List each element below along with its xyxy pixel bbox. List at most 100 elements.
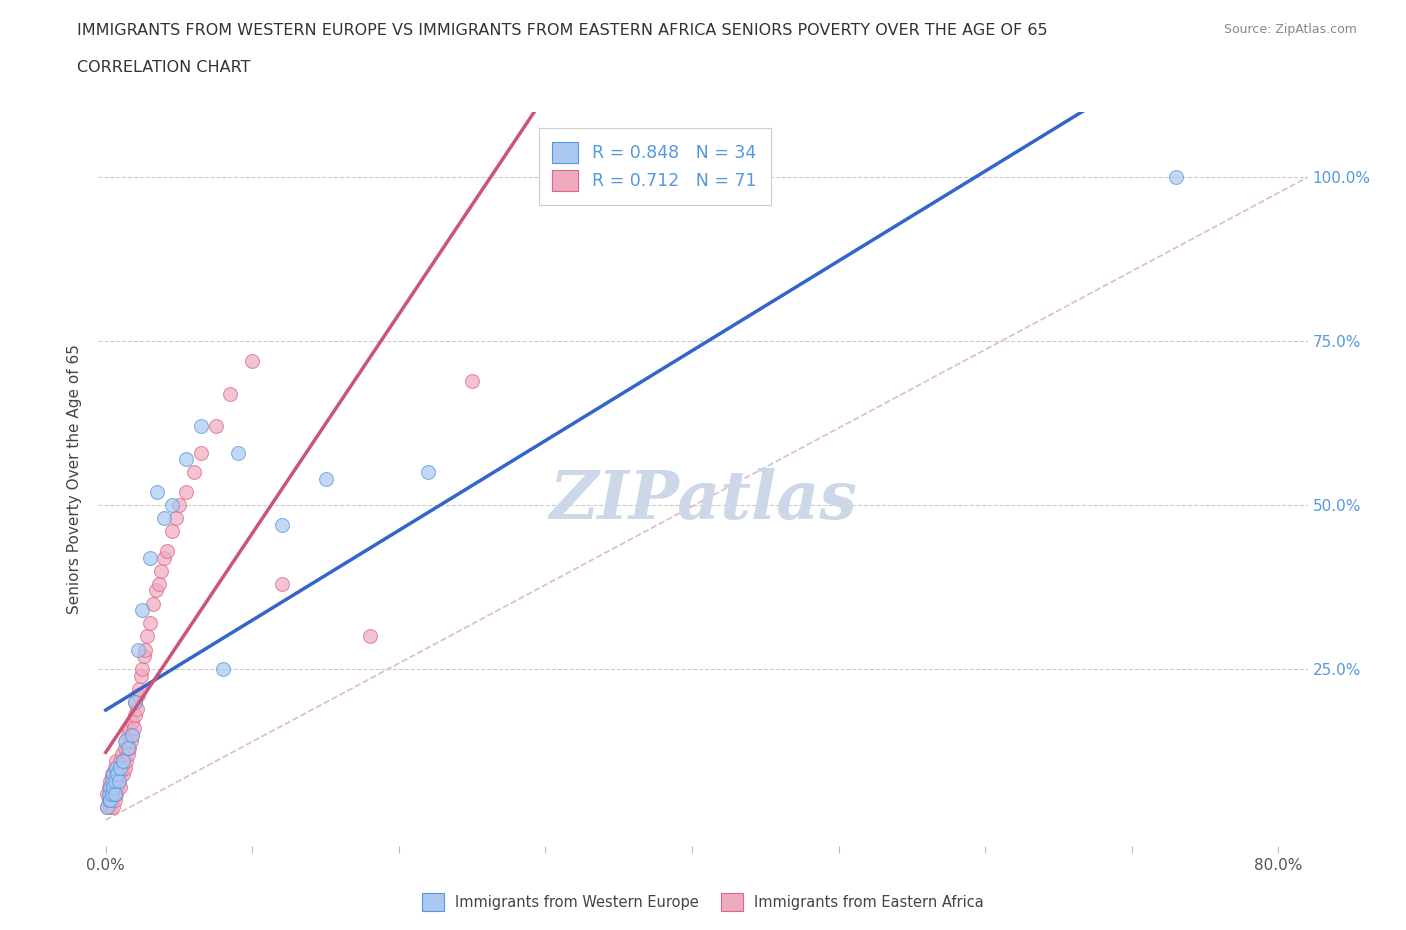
Point <box>124 708 146 723</box>
Point <box>97 787 120 802</box>
Point <box>107 766 129 781</box>
Point <box>131 662 153 677</box>
Point <box>96 800 118 815</box>
Point <box>138 551 160 565</box>
Text: ZIPatlas: ZIPatlas <box>550 469 856 534</box>
Point <box>315 472 337 486</box>
Point <box>120 734 142 749</box>
Point <box>129 669 152 684</box>
Point <box>134 642 156 657</box>
Legend: R = 0.848   N = 34, R = 0.712   N = 71: R = 0.848 N = 34, R = 0.712 N = 71 <box>538 127 770 205</box>
Point <box>461 373 484 388</box>
Point <box>212 662 235 677</box>
Text: IMMIGRANTS FROM WESTERN EUROPE VS IMMIGRANTS FROM EASTERN AFRICA SENIORS POVERTY: IMMIGRANTS FROM WESTERN EUROPE VS IMMIGR… <box>77 23 1047 38</box>
Point <box>107 780 129 795</box>
Point <box>270 577 292 591</box>
Point <box>160 524 183 538</box>
Point <box>131 603 153 618</box>
Point <box>112 753 135 768</box>
Point <box>270 517 292 532</box>
Point <box>190 445 212 460</box>
Point <box>100 793 122 808</box>
Point <box>101 766 124 781</box>
Point <box>118 740 141 755</box>
Point <box>135 629 157 644</box>
Point <box>108 773 131 788</box>
Point <box>110 766 132 781</box>
Point <box>105 787 128 802</box>
Point <box>190 419 212 434</box>
Point <box>101 800 124 815</box>
Point <box>112 766 135 781</box>
Point <box>240 353 263 368</box>
Point <box>117 740 139 755</box>
Point <box>132 648 155 663</box>
Point <box>103 793 125 808</box>
Point <box>359 629 381 644</box>
Point <box>124 695 146 710</box>
Text: Source: ZipAtlas.com: Source: ZipAtlas.com <box>1223 23 1357 36</box>
Point <box>121 727 143 742</box>
Point <box>115 734 138 749</box>
Point <box>125 701 148 716</box>
Point <box>98 773 121 788</box>
Point <box>105 753 128 768</box>
Point <box>100 773 122 788</box>
Point <box>127 688 149 703</box>
Point <box>114 734 136 749</box>
Point <box>103 780 125 795</box>
Point <box>110 780 132 795</box>
Point <box>100 787 122 802</box>
Point <box>98 800 121 815</box>
Point <box>183 465 205 480</box>
Point <box>142 596 165 611</box>
Point <box>97 793 120 808</box>
Point <box>219 386 242 401</box>
Point <box>103 773 125 788</box>
Point <box>100 766 122 781</box>
Point <box>101 773 124 788</box>
Point <box>146 485 169 499</box>
Point <box>105 773 128 788</box>
Point <box>121 714 143 729</box>
Point <box>160 498 183 512</box>
Point <box>114 740 136 755</box>
Point <box>107 766 129 781</box>
Point <box>153 511 176 525</box>
Point <box>98 793 121 808</box>
Point <box>108 760 131 775</box>
Point <box>101 780 124 795</box>
Point <box>118 721 141 736</box>
Point <box>117 747 139 762</box>
Point <box>117 727 139 742</box>
Point <box>97 793 120 808</box>
Point <box>165 511 187 525</box>
Point <box>114 760 136 775</box>
Point <box>115 753 138 768</box>
Point <box>176 485 198 499</box>
Point <box>121 727 143 742</box>
Point <box>96 787 118 802</box>
Point <box>153 551 176 565</box>
Point <box>110 760 132 775</box>
Point <box>418 465 440 480</box>
Point <box>96 800 118 815</box>
Point <box>98 787 121 802</box>
Point <box>226 445 249 460</box>
Point <box>145 583 167 598</box>
Point <box>108 773 131 788</box>
Point <box>1164 170 1187 185</box>
Point <box>150 564 173 578</box>
Point <box>101 787 124 802</box>
Point <box>112 753 135 768</box>
Point <box>98 780 121 795</box>
Point <box>111 747 134 762</box>
Point <box>176 452 198 467</box>
Point <box>105 760 128 775</box>
Point <box>127 642 149 657</box>
Text: CORRELATION CHART: CORRELATION CHART <box>77 60 250 75</box>
Point <box>97 780 120 795</box>
Point <box>100 780 122 795</box>
Point <box>148 577 170 591</box>
Point <box>156 544 179 559</box>
